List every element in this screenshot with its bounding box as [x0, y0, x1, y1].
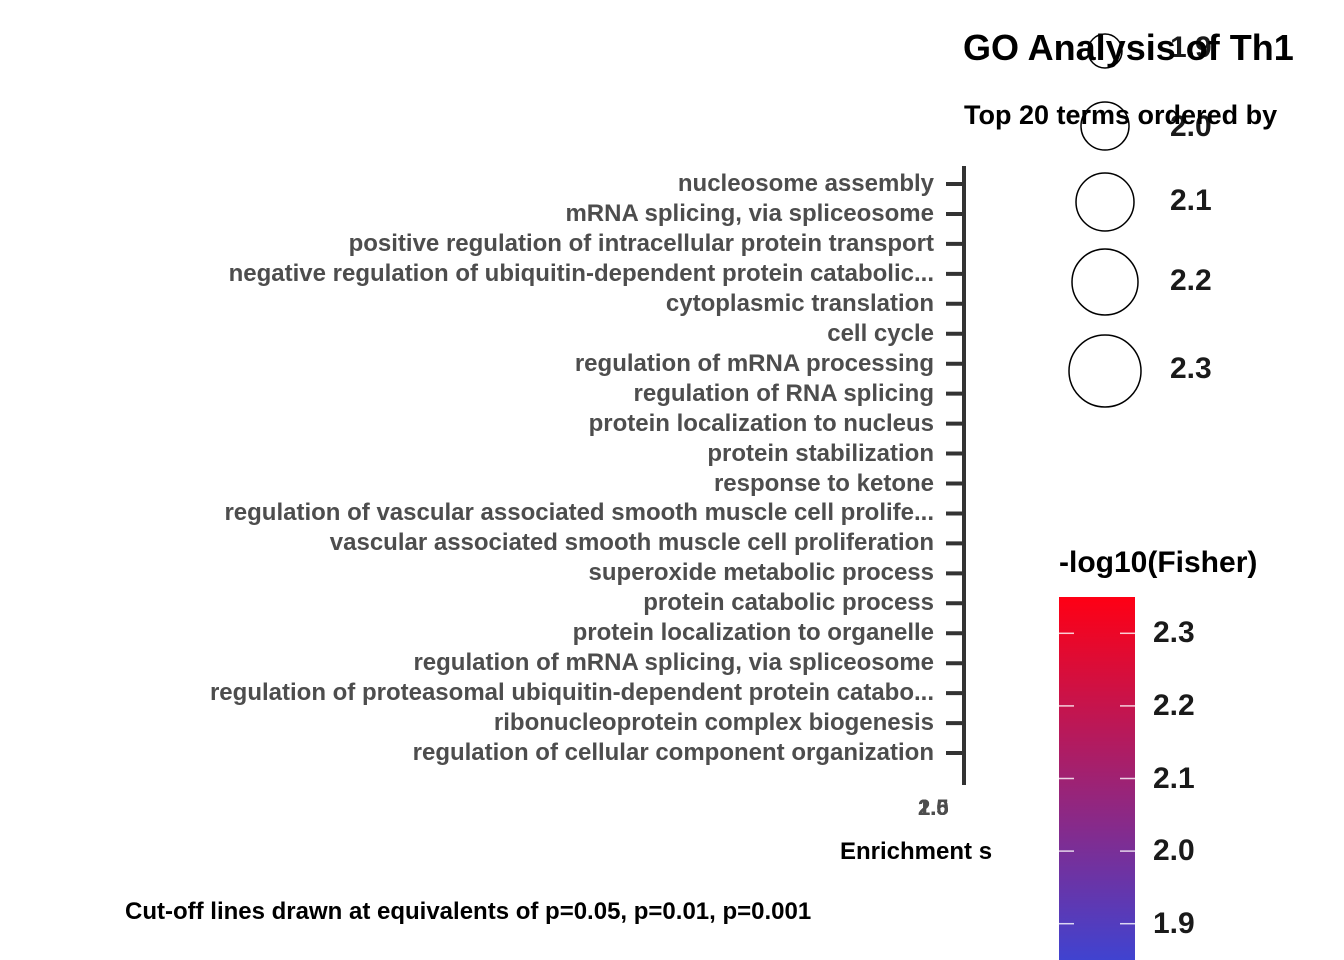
- size-legend-label: 2.2: [1170, 264, 1212, 297]
- size-legend-circle: [1071, 248, 1139, 316]
- x-axis-label: Enrichment s: [840, 840, 993, 864]
- size-legend-label: 2.1: [1170, 184, 1212, 217]
- term-label: protein catabolic process: [643, 589, 934, 617]
- size-legend-circle: [1075, 172, 1135, 232]
- term-label: protein stabilization: [707, 439, 934, 467]
- x-tick-label: 1.5: [918, 795, 949, 820]
- term-label: nucleosome assembly: [677, 170, 934, 197]
- colorbar-label: 2.1: [1153, 761, 1195, 795]
- term-label: cell cycle: [827, 319, 934, 347]
- chart-title: GO Analysis of Th1: [963, 27, 1294, 68]
- colorbar-label: 2.2: [1153, 688, 1195, 722]
- term-label: regulation of mRNA splicing, via spliceo…: [413, 649, 934, 677]
- term-label: response to ketone: [713, 469, 934, 497]
- y-axis-ticks: [946, 182, 964, 756]
- term-label: regulation of RNA splicing: [633, 379, 934, 407]
- colorbar-label: 2.0: [1153, 834, 1195, 868]
- colorbar-label: 1.9: [1153, 906, 1195, 940]
- term-label: superoxide metabolic process: [588, 559, 934, 587]
- size-legend-label: 2.3: [1170, 352, 1212, 385]
- size-legend-label: 2.0: [1170, 110, 1212, 143]
- size-legend: [1068, 33, 1142, 408]
- caption: Cut-off lines drawn at equivalents of p=…: [125, 898, 812, 925]
- term-label: cytoplasmic translation: [665, 289, 934, 317]
- x-tick-label: 1.0: [918, 795, 949, 820]
- term-label: vascular associated smooth muscle cell p…: [329, 529, 934, 557]
- colorbar: [1059, 597, 1135, 960]
- size-legend-circle: [1080, 101, 1130, 151]
- colorbar-label: 2.3: [1153, 616, 1195, 650]
- term-label: regulation of cellular component organiz…: [412, 739, 934, 767]
- term-label: regulation of proteasomal ubiquitin-depe…: [209, 679, 934, 707]
- x-tick-label: 2.5: [918, 795, 949, 820]
- term-label: regulation of vascular associated smooth…: [224, 499, 934, 527]
- size-legend-circle: [1087, 33, 1123, 69]
- term-label: protein localization to organelle: [572, 619, 934, 647]
- term-label: mRNA splicing, via spliceosome: [565, 199, 934, 227]
- term-label: positive regulation of intracellular pro…: [348, 229, 934, 257]
- term-label: ribonucleoprotein complex biogenesis: [493, 709, 934, 737]
- colorbar-title: -log10(Fisher): [1059, 546, 1258, 579]
- term-label: regulation of mRNA processing: [574, 349, 934, 377]
- term-label: negative regulation of ubiquitin-depende…: [228, 259, 934, 287]
- size-legend-label: 1.9: [1170, 31, 1212, 64]
- x-tick-label: 2.0: [918, 795, 949, 820]
- term-label: protein localization to nucleus: [588, 409, 934, 437]
- size-legend-circle: [1068, 334, 1142, 408]
- chart-subtitle: Top 20 terms ordered by: [964, 100, 1278, 130]
